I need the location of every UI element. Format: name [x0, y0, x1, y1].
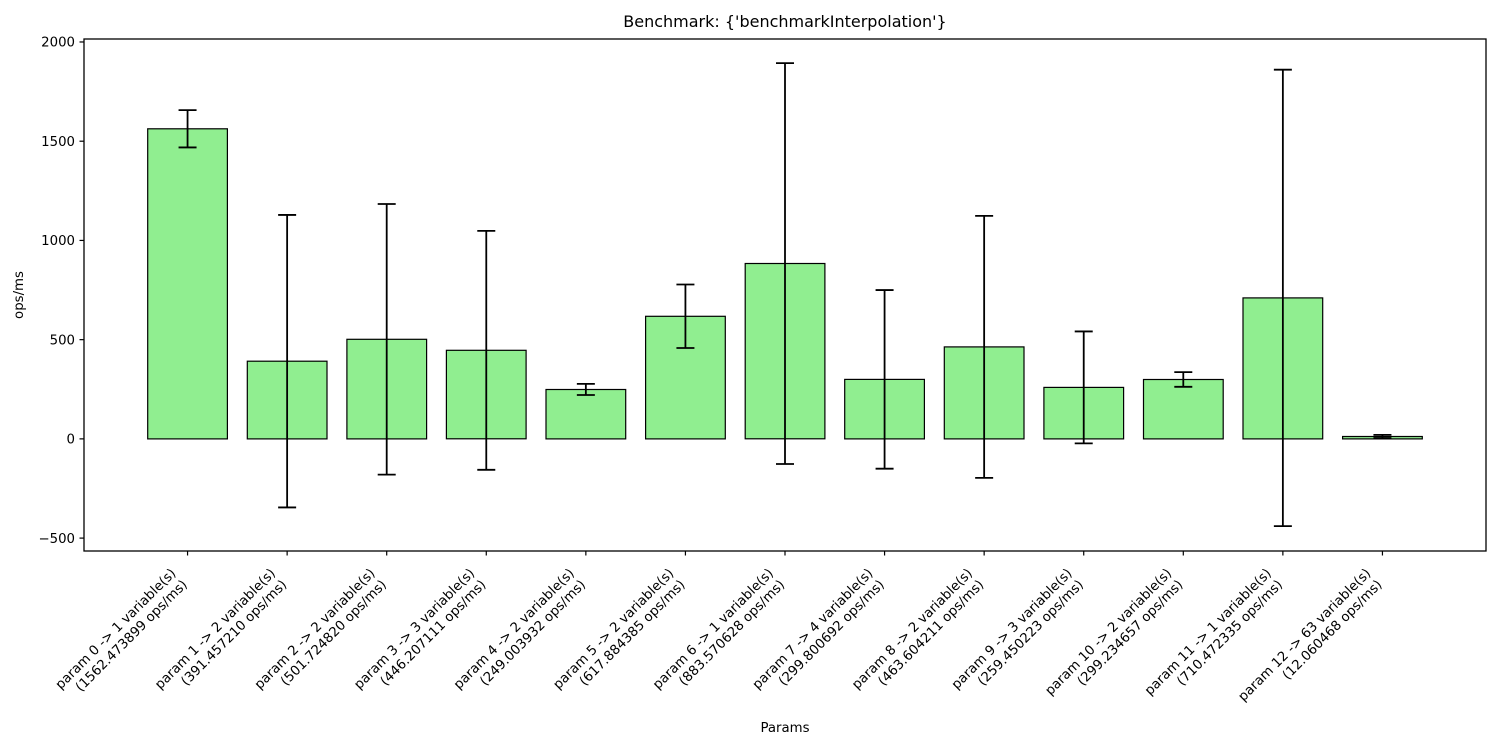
error-bar-param-1	[278, 214, 297, 509]
x-axis-label: Params	[760, 721, 809, 736]
error-bar-param-12	[1373, 433, 1392, 439]
error-bar-param-10	[1174, 371, 1193, 388]
error-bar-param-4	[576, 383, 595, 396]
y-axis-label: ops/ms	[12, 271, 27, 319]
error-bar-param-5	[676, 283, 695, 349]
y-tick-label: 500	[50, 333, 75, 348]
y-tick-label: 1500	[41, 135, 75, 150]
y-tick-label: −500	[38, 532, 75, 547]
chart-title: Benchmark: {'benchmarkInterpolation'}	[623, 12, 946, 31]
bar-param-4	[545, 388, 627, 440]
y-tick-label: 2000	[41, 36, 75, 51]
error-bar-param-2	[377, 203, 396, 476]
bar-param-0	[147, 128, 228, 440]
error-bar-param-11	[1273, 68, 1292, 528]
error-bar-param-0	[178, 109, 197, 149]
y-tick-label: 0	[67, 433, 75, 448]
error-bar-param-3	[477, 229, 496, 471]
error-bar-param-7	[875, 289, 894, 470]
error-bar-param-9	[1074, 330, 1093, 445]
error-bar-param-6	[776, 62, 794, 465]
error-bar-param-8	[975, 214, 994, 479]
y-tick-label: 1000	[41, 234, 75, 249]
bar-param-10	[1142, 378, 1224, 440]
